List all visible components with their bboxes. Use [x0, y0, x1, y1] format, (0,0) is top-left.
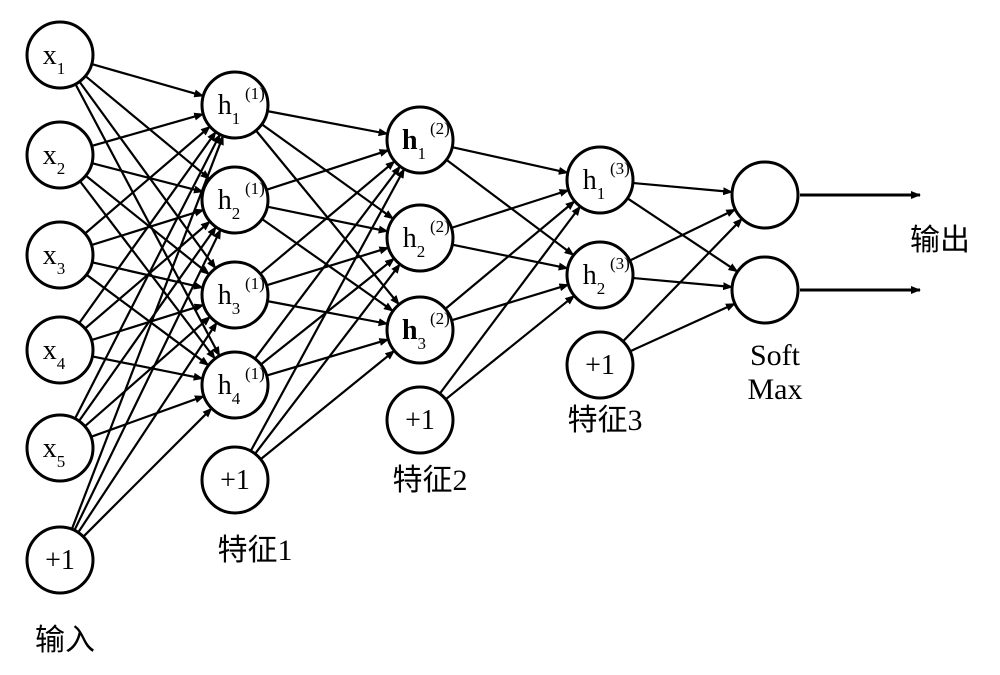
- svg-text:(3): (3): [610, 254, 630, 273]
- node-x2: [27, 122, 93, 188]
- output-label: 输出: [910, 224, 970, 257]
- svg-text:(1): (1): [245, 179, 265, 198]
- node-x4: [27, 317, 93, 383]
- neural-network-diagram: x1x2x3x4x5+1h1(1)h2(1)h3(1)h4(1)+1h1(2)h…: [0, 0, 1000, 675]
- node-x5: [27, 415, 93, 481]
- svg-text:(1): (1): [245, 84, 265, 103]
- node-h21: [387, 107, 453, 173]
- svg-text:(1): (1): [245, 274, 265, 293]
- node-h22: [387, 205, 453, 271]
- svg-text:(1): (1): [245, 364, 265, 383]
- node-h11: [202, 72, 268, 138]
- svg-text:(3): (3): [610, 159, 630, 178]
- node-h13: [202, 262, 268, 328]
- nodes: x1x2x3x4x5+1h1(1)h2(1)h3(1)h4(1)+1h1(2)h…: [27, 22, 798, 593]
- svg-text:(2): (2): [430, 217, 450, 236]
- node-o1: [732, 162, 798, 228]
- node-h14: [202, 352, 268, 418]
- node-x1: [27, 22, 93, 88]
- bias-label: +1: [405, 405, 435, 436]
- node-h32: [567, 242, 633, 308]
- softmax-label-2: Max: [748, 373, 803, 406]
- node-o2: [732, 257, 798, 323]
- bias-label: +1: [585, 350, 615, 381]
- layer-label-feat1: 特征1: [218, 534, 293, 567]
- layer-label-feat3: 特征3: [568, 404, 643, 437]
- node-x3: [27, 222, 93, 288]
- bias-label: +1: [220, 465, 250, 496]
- svg-text:(2): (2): [430, 119, 450, 138]
- svg-text:(2): (2): [430, 309, 450, 328]
- softmax-label-1: Soft: [750, 339, 801, 372]
- layer-label-feat2: 特征2: [393, 464, 468, 497]
- layer-label-input: 输入: [35, 624, 95, 657]
- bias-label: +1: [45, 545, 75, 576]
- node-h12: [202, 167, 268, 233]
- node-h23: [387, 297, 453, 363]
- node-h31: [567, 147, 633, 213]
